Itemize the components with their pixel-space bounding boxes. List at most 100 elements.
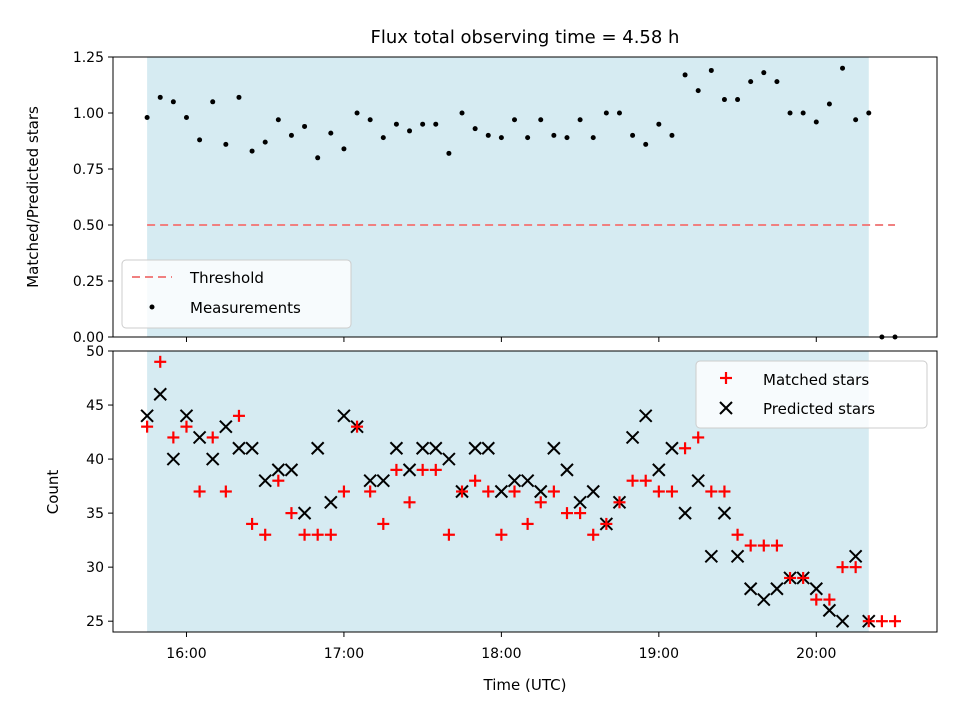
measurement-point [223, 141, 229, 147]
predicted-star-point [757, 592, 771, 607]
matched-star-point [692, 431, 705, 444]
predicted-star-point [219, 419, 233, 434]
predicted-star-point [337, 409, 351, 423]
matched-star-point [889, 615, 902, 628]
predicted-star-point [547, 441, 561, 455]
matched-star-point [390, 463, 403, 476]
matched-star-point [705, 485, 718, 498]
matched-star-point [206, 431, 219, 444]
predicted-star-point [691, 473, 705, 488]
predicted-star-point [179, 409, 194, 423]
matched-star-point [311, 528, 324, 541]
bottom-ytick-label: 35 [86, 506, 104, 522]
matched-star-point [521, 517, 534, 530]
predicted-star-point [534, 484, 548, 499]
measurement-point [236, 94, 242, 100]
predicted-star-point [140, 409, 154, 423]
matched-star-point [272, 474, 285, 487]
measurement-point [446, 150, 452, 156]
matched-star-point [626, 474, 639, 487]
matched-star-point [377, 517, 390, 530]
measurement-point [183, 114, 189, 120]
measurement-point [590, 135, 596, 141]
bottom-ytick-label: 25 [86, 614, 104, 630]
matched-star-point [574, 507, 587, 520]
matched-star-point [639, 474, 652, 487]
matched-star-point [482, 485, 495, 498]
matched-star-point [324, 528, 337, 541]
matched-star-point [154, 355, 167, 368]
matched-star-point [364, 485, 377, 498]
matched-star-point [560, 507, 573, 520]
measurement-point [275, 117, 281, 123]
measurement-point [485, 132, 491, 138]
legend-matched-swatch [720, 372, 732, 384]
measurement-point [682, 72, 688, 78]
predicted-star-point [324, 495, 338, 510]
measurement-point [774, 79, 780, 85]
matched-star-point [731, 528, 744, 541]
bottom-ytick-label: 45 [86, 398, 104, 414]
measurement-point [354, 110, 360, 116]
predicted-star-point [402, 463, 417, 477]
matched-star-point [180, 420, 193, 433]
measurement-point [380, 135, 386, 141]
matched-star-point [613, 496, 626, 509]
measurement-point [459, 110, 465, 116]
bottom-xtick-label: 17:00 [324, 646, 364, 662]
predicted-star-point [442, 452, 456, 466]
predicted-star-point [232, 441, 246, 455]
predicted-star-point [809, 582, 823, 596]
top-ytick-label: 0.75 [73, 162, 104, 178]
matched-star-point [862, 615, 875, 628]
matched-star-point [495, 528, 508, 541]
measurement-point [498, 135, 504, 141]
matched-star-point [823, 593, 836, 606]
predicted-star-point [494, 484, 509, 499]
measurement-point [564, 135, 570, 141]
matched-star-point [219, 485, 232, 498]
matched-star-point [547, 485, 560, 498]
measurement-point [735, 97, 741, 103]
top-ytick-label: 1.25 [73, 50, 104, 66]
legend-measurements-label: Measurements [190, 299, 301, 317]
measurement-point [669, 132, 675, 138]
predicted-star-point [639, 409, 653, 423]
measurement-point [551, 132, 557, 138]
measurement-point [420, 121, 426, 127]
predicted-star-point [481, 441, 495, 455]
bottom-panel: 25 30 35 40 45 50 16:00 17:00 18:00 19:00 20:00 Ti… [44, 344, 938, 694]
predicted-star-point [297, 506, 312, 520]
predicted-star-point [560, 463, 574, 477]
top-ytick-label: 1.00 [73, 106, 104, 122]
bottom-xlabel: Time (UTC) [483, 676, 567, 694]
legend-measurements-swatch [149, 304, 155, 310]
measurement-point [695, 88, 701, 94]
matched-star-point [351, 420, 364, 433]
top-panel: 0.00 0.25 0.50 0.75 1.00 1.25 Flux total obse… [24, 27, 938, 346]
bottom-xtick-label: 18:00 [481, 646, 521, 662]
measurement-point [393, 121, 399, 127]
measurement-point [210, 99, 216, 105]
bottom-xtick-label: 19:00 [639, 646, 679, 662]
matched-star-point [849, 561, 862, 574]
predicted-star-point [625, 430, 640, 445]
bottom-ytick-label: 50 [86, 344, 104, 360]
predicted-star-point [415, 441, 430, 455]
predicted-star-point [743, 582, 758, 596]
measurement-point [341, 146, 347, 152]
measurement-point [616, 110, 622, 116]
matched-star-point [442, 528, 455, 541]
legend-matched-label: Matched stars [763, 371, 869, 389]
predicted-star-point [389, 441, 404, 455]
matched-star-point [416, 463, 429, 476]
legend-threshold-label: Threshold [189, 269, 264, 287]
bottom-legend: Matched stars Predicted stars [695, 360, 928, 429]
measurement-point [262, 139, 268, 145]
predicted-star-point [363, 473, 377, 488]
matched-star-point [285, 507, 298, 520]
measurement-point [315, 155, 321, 161]
matched-star-point [744, 539, 757, 552]
measurement-point [249, 148, 255, 154]
matched-star-point [718, 485, 731, 498]
